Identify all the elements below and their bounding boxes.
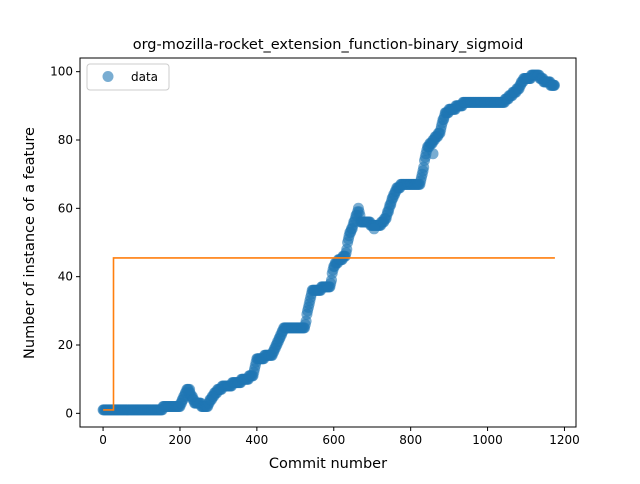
y-axis-label: Number of instance of a feature — [22, 127, 38, 359]
y-tick-label: 20 — [58, 338, 73, 352]
legend: data — [86, 63, 170, 91]
x-tick-label: 1200 — [549, 433, 580, 447]
legend-frame — [86, 63, 170, 91]
legend-label-data: data — [131, 70, 158, 84]
x-tick-label: 0 — [99, 433, 107, 447]
data-point — [368, 223, 380, 235]
x-tick-label: 400 — [245, 433, 268, 447]
x-tick-label: 800 — [399, 433, 422, 447]
y-tick-label: 80 — [58, 133, 73, 147]
axes-frame — [79, 57, 577, 428]
legend-marker-data — [102, 71, 114, 82]
y-tick-label: 100 — [50, 65, 73, 79]
plot-area: 0 200 400 600 800 1000 1200 0 20 40 60 80 100 — [50, 57, 580, 447]
y-tick-label: 60 — [58, 201, 73, 215]
x-axis-label: Commit number — [269, 456, 387, 472]
data-point — [548, 79, 560, 91]
chart-title: org-mozilla-rocket_extension_function-bi… — [133, 37, 524, 53]
x-tick-label: 200 — [169, 433, 192, 447]
data-point — [427, 148, 439, 160]
y-tick-label: 40 — [58, 270, 73, 284]
x-tick-label: 1000 — [472, 433, 503, 447]
data-point — [184, 383, 196, 395]
y-tick-label: 0 — [65, 406, 73, 420]
data-points — [97, 69, 560, 416]
x-tick-label: 600 — [322, 433, 345, 447]
fit-line — [103, 257, 555, 411]
